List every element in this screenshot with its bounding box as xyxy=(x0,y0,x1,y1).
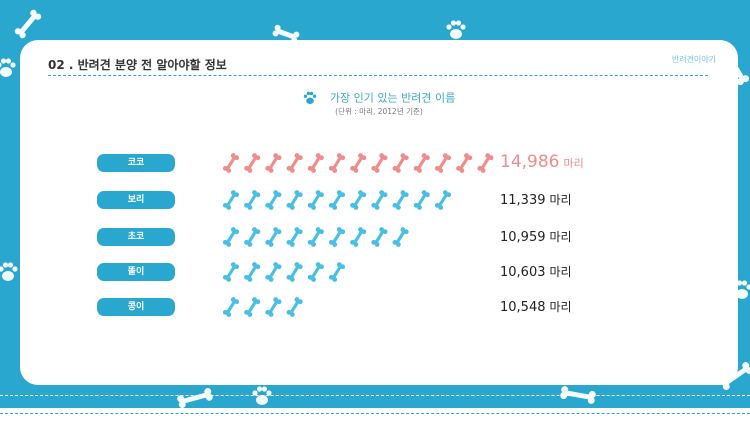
bottom-dashed-line xyxy=(0,413,750,414)
bone-icon xyxy=(286,190,303,210)
bone-icon xyxy=(477,153,494,173)
bone-icon xyxy=(307,227,324,247)
bone-icon xyxy=(222,190,240,210)
bone-icon xyxy=(413,153,430,173)
bone-icon xyxy=(244,153,261,173)
value-label: 11,339 마리 xyxy=(500,191,572,208)
category-label: 초코 xyxy=(97,228,175,246)
category-label: 보리 xyxy=(97,191,175,209)
value-unit: 마리 xyxy=(549,230,572,244)
bone-icon xyxy=(371,190,388,210)
bone-icon xyxy=(350,190,367,210)
bone-icon xyxy=(307,262,324,282)
bone-icon xyxy=(265,227,282,247)
bone-icon xyxy=(286,153,303,173)
bone-icon xyxy=(222,153,240,173)
value-label: 10,959 마리 xyxy=(500,228,572,245)
value-label: 14,986 마리 xyxy=(500,152,584,172)
chart-subtitle: (단위 : 마리, 2012년 기준) xyxy=(335,107,423,116)
value-label: 10,603 마리 xyxy=(500,263,572,280)
bone-icon xyxy=(307,190,324,210)
bone-icon xyxy=(413,190,430,210)
bone-icon xyxy=(456,153,473,173)
category-label: 코코 xyxy=(97,154,175,172)
paw-icon xyxy=(303,91,317,104)
paw-icon xyxy=(0,58,16,77)
content-card: 02 . 반려견 분양 전 알아야할 정보 반려견이야기 가장 인기 있는 반려… xyxy=(20,40,738,385)
bone-icon xyxy=(244,297,261,317)
bone-icon xyxy=(265,297,282,317)
bone-icon xyxy=(14,9,42,39)
band-dashed-line xyxy=(0,395,750,396)
value-label: 10,548 마리 xyxy=(500,298,572,315)
value-number: 10,603 xyxy=(500,265,546,280)
chart-title-row: 가장 인기 있는 반려견 이름 xyxy=(20,87,738,106)
bone-icon xyxy=(350,227,367,247)
bone-icon xyxy=(328,227,346,247)
bone-icon xyxy=(177,387,213,409)
value-unit: 마리 xyxy=(563,157,584,170)
bone-icon xyxy=(265,153,282,173)
bone-icon xyxy=(222,227,240,247)
page-title: 02 . 반려견 분양 전 알아야할 정보 xyxy=(48,58,227,72)
bone-icon xyxy=(434,153,452,173)
bone-icon xyxy=(286,227,303,247)
title-divider xyxy=(48,75,708,76)
category-label: 콩이 xyxy=(97,298,175,316)
value-number: 10,548 xyxy=(500,300,546,315)
bone-icon xyxy=(328,153,346,173)
bone-icon xyxy=(328,262,346,282)
bone-icon xyxy=(328,190,346,210)
bone-icon xyxy=(222,297,240,317)
bone-icon xyxy=(244,227,261,247)
bone-icon xyxy=(392,153,409,173)
category-label: 똘이 xyxy=(97,263,175,281)
bone-icon xyxy=(286,297,303,317)
paw-icon xyxy=(0,262,18,281)
bone-icon xyxy=(244,190,261,210)
value-number: 14,986 xyxy=(500,152,560,172)
page-title-row: 02 . 반려견 분양 전 알아야할 정보 xyxy=(48,54,227,73)
value-unit: 마리 xyxy=(549,265,572,279)
top-dashed-line xyxy=(0,12,750,13)
value-number: 11,339 xyxy=(500,193,546,208)
value-unit: 마리 xyxy=(549,193,572,207)
bone-icon xyxy=(371,227,388,247)
paw-icon xyxy=(252,386,272,405)
bone-icon xyxy=(222,262,240,282)
bone-icon xyxy=(286,262,303,282)
paw-icon xyxy=(446,20,466,39)
bone-icon xyxy=(434,190,452,210)
bone-icon xyxy=(350,153,367,173)
brand-label: 반려견이야기 xyxy=(671,55,716,64)
bone-icon xyxy=(244,262,261,282)
chart-title: 가장 인기 있는 반려견 이름 xyxy=(329,91,456,105)
bone-icon xyxy=(392,190,409,210)
bone-icon xyxy=(265,190,282,210)
value-unit: 마리 xyxy=(549,300,572,314)
value-number: 10,959 xyxy=(500,230,546,245)
bone-icon xyxy=(265,262,282,282)
bone-icon xyxy=(560,386,596,404)
bone-icon xyxy=(371,153,388,173)
bone-icon xyxy=(392,227,409,247)
bone-icon xyxy=(307,153,324,173)
